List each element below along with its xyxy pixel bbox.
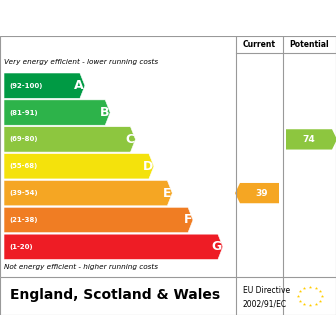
Text: (81-91): (81-91) (9, 110, 38, 116)
Text: A: A (74, 79, 84, 92)
Text: B: B (100, 106, 109, 119)
Polygon shape (4, 154, 154, 179)
Text: (1-20): (1-20) (9, 244, 33, 250)
Polygon shape (4, 127, 135, 152)
Text: G: G (212, 240, 222, 253)
Text: (39-54): (39-54) (9, 190, 38, 196)
Polygon shape (4, 234, 223, 260)
Text: 74: 74 (303, 135, 316, 144)
Polygon shape (235, 183, 279, 203)
Text: Current: Current (243, 40, 276, 49)
Text: C: C (125, 133, 134, 146)
Text: Energy Efficiency Rating: Energy Efficiency Rating (10, 10, 220, 26)
Text: (21-38): (21-38) (9, 217, 38, 223)
Text: Potential: Potential (290, 40, 329, 49)
Text: 2002/91/EC: 2002/91/EC (243, 299, 287, 308)
Polygon shape (4, 100, 110, 125)
Polygon shape (286, 129, 336, 150)
Text: (69-80): (69-80) (9, 136, 38, 142)
Text: England, Scotland & Wales: England, Scotland & Wales (10, 288, 220, 302)
Text: (55-68): (55-68) (9, 163, 37, 169)
Text: 39: 39 (255, 189, 268, 198)
Text: E: E (163, 186, 171, 200)
Polygon shape (4, 73, 85, 98)
Text: Very energy efficient - lower running costs: Very energy efficient - lower running co… (4, 59, 158, 65)
Text: (92-100): (92-100) (9, 83, 42, 89)
Text: F: F (183, 214, 192, 226)
Text: D: D (143, 160, 153, 173)
Text: Not energy efficient - higher running costs: Not energy efficient - higher running co… (4, 264, 158, 270)
Polygon shape (4, 207, 193, 233)
Polygon shape (4, 180, 172, 206)
Text: EU Directive: EU Directive (243, 286, 290, 295)
